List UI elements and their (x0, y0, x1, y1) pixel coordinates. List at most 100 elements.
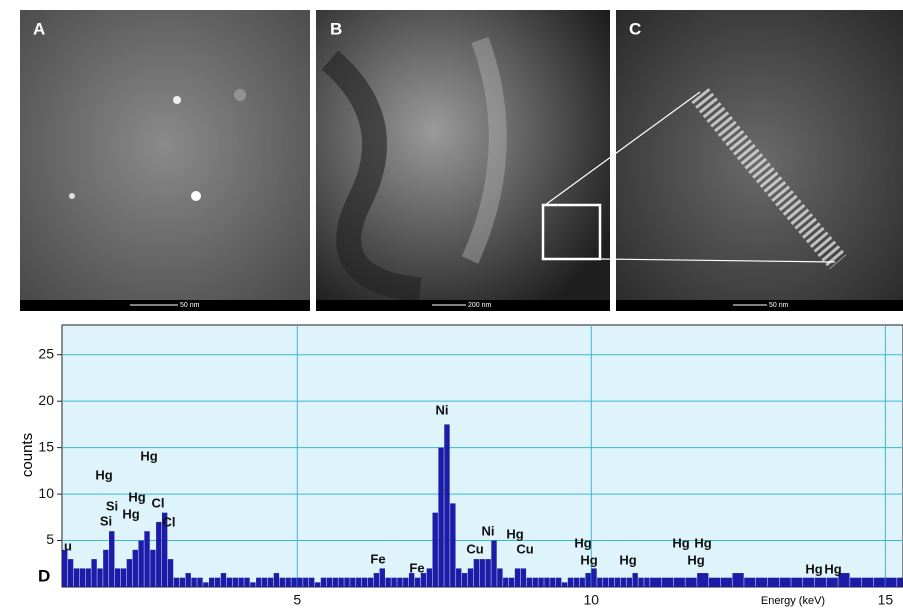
bar (427, 568, 432, 587)
bar (721, 578, 732, 587)
peak-label: Hg (694, 535, 711, 550)
bar (168, 559, 173, 587)
bar (791, 578, 802, 587)
panel-label: C (629, 19, 641, 38)
bar (333, 578, 338, 587)
bar (203, 582, 208, 587)
bar (674, 578, 685, 587)
bar (885, 578, 896, 587)
peak-label: Ni (436, 402, 449, 417)
panel-label: D (38, 566, 50, 585)
bar (638, 578, 643, 587)
bar (574, 578, 579, 587)
bar (580, 578, 585, 587)
y-tick-label: 20 (38, 392, 54, 408)
bar (709, 578, 720, 587)
y-tick-label: 5 (46, 531, 54, 547)
bar (433, 513, 438, 587)
bar (133, 550, 138, 587)
peak-label: Ni (482, 523, 495, 538)
bar (397, 578, 402, 587)
bar (744, 578, 755, 587)
bar (697, 573, 708, 587)
bar (632, 573, 637, 587)
peak-label: Cl (163, 514, 176, 529)
bar (380, 568, 385, 587)
bar (91, 559, 96, 587)
bar (86, 568, 91, 587)
peak-label: Fe (409, 560, 424, 575)
bar (644, 578, 649, 587)
bar (568, 578, 573, 587)
bar (521, 568, 526, 587)
y-tick-label: 10 (38, 485, 54, 501)
bar (244, 578, 249, 587)
bar (438, 448, 443, 587)
bar (321, 578, 326, 587)
bar (874, 578, 885, 587)
peak-label: Hg (574, 535, 591, 550)
peak-label: Hg (122, 506, 139, 521)
bar (768, 578, 779, 587)
x-axis-label: Energy (keV) (761, 595, 825, 607)
bar (338, 578, 343, 587)
bar (121, 568, 126, 587)
y-tick-label: 15 (38, 438, 54, 454)
bar (356, 578, 361, 587)
bar (391, 578, 396, 587)
bar (180, 578, 185, 587)
peak-label: u (64, 538, 72, 553)
bar (368, 578, 373, 587)
bar (262, 578, 267, 587)
bar (191, 578, 196, 587)
bar (109, 531, 114, 587)
bar (227, 578, 232, 587)
bar (662, 578, 673, 587)
scale-bar-label: 50 nm (180, 302, 200, 309)
bar (138, 541, 143, 587)
bar (732, 573, 743, 587)
bar (497, 568, 502, 587)
bar (327, 578, 332, 587)
bar (603, 578, 608, 587)
peak-label: Hg (824, 561, 841, 576)
bar (474, 559, 479, 587)
panel-label: B (330, 19, 342, 38)
peak-label: Hg (506, 526, 523, 541)
peak-label: Hg (140, 448, 157, 463)
peak-label: Cu (516, 541, 533, 556)
bar (174, 578, 179, 587)
peak-label: Hg (672, 535, 689, 550)
peak-label: Cu (466, 541, 483, 556)
bar (256, 578, 261, 587)
bar (233, 578, 238, 587)
peak-label: Hg (128, 489, 145, 504)
figure: A B C 50 nm 200 nm 50 nm 51015510152025u… (0, 0, 903, 607)
bar (127, 559, 132, 587)
peak-label: Hg (619, 552, 636, 567)
bar (556, 578, 561, 587)
y-axis-label: counts (19, 433, 36, 477)
bar (291, 578, 296, 587)
bar (609, 578, 614, 587)
bar (627, 578, 632, 587)
peak-label: Si (100, 513, 112, 528)
bar (503, 578, 508, 587)
scale-bar-label: 50 nm (769, 302, 789, 309)
bar (532, 578, 537, 587)
bar (103, 550, 108, 587)
bar (550, 578, 555, 587)
bar (815, 578, 826, 587)
bar (350, 578, 355, 587)
bar (268, 578, 273, 587)
bar (385, 578, 390, 587)
bar (238, 578, 243, 587)
bar (285, 578, 290, 587)
peak-label: Hg (95, 467, 112, 482)
bar (462, 573, 467, 587)
bar (274, 573, 279, 587)
bar (362, 578, 367, 587)
bar (68, 559, 73, 587)
bar (491, 541, 496, 587)
peak-label: Si (106, 498, 118, 513)
